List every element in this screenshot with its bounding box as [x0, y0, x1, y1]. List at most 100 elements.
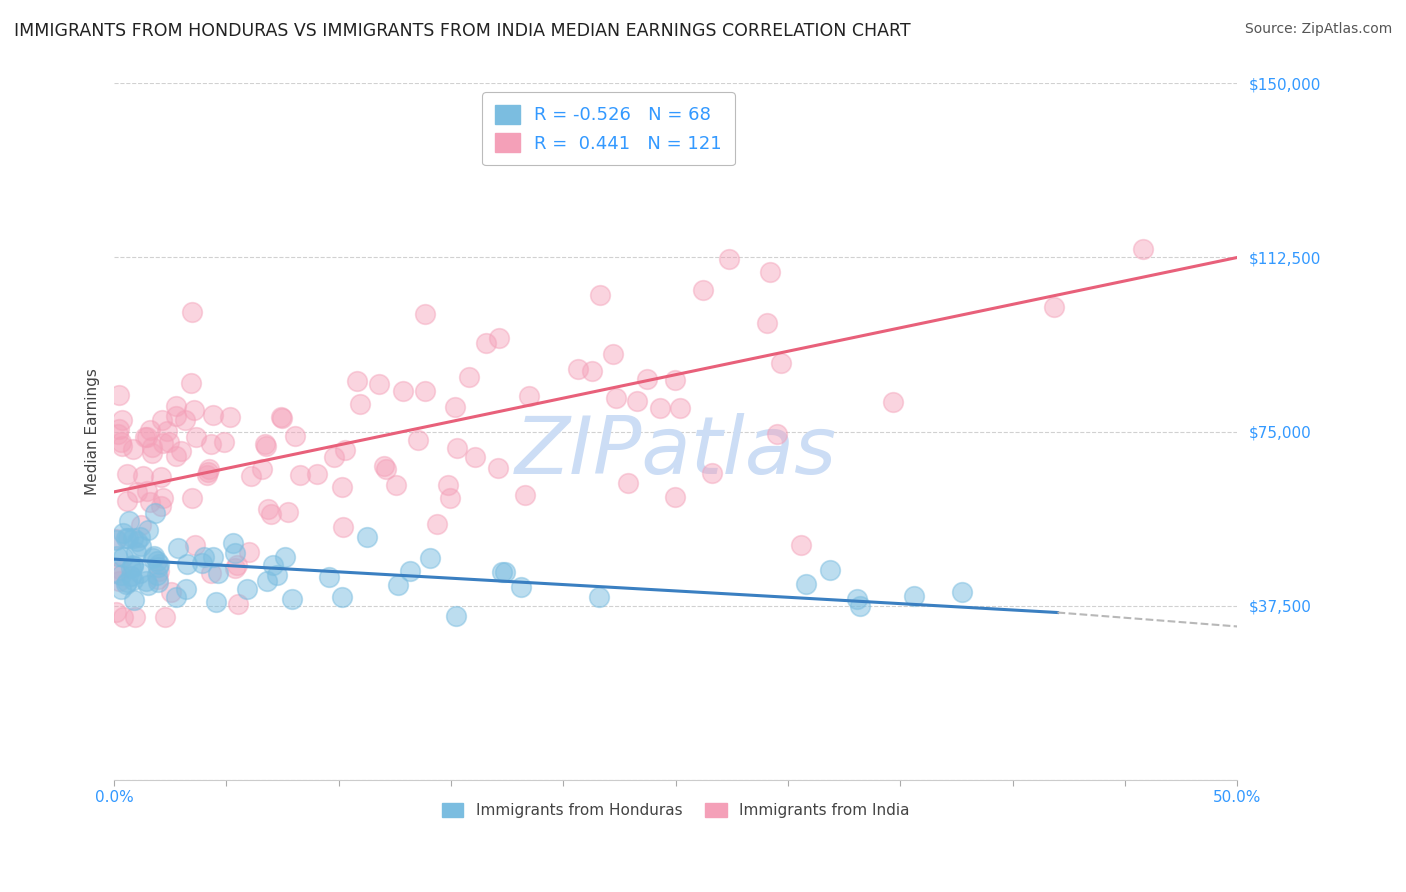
Point: [135, 574, 157, 588]
Point: [165, 399, 187, 413]
Point: [184, 430, 207, 444]
Point: [519, 389, 541, 403]
Point: [789, 538, 811, 552]
Point: [236, 582, 259, 596]
Point: [181, 305, 204, 319]
Point: [146, 568, 169, 582]
Point: [127, 485, 149, 500]
Point: [107, 427, 129, 442]
Point: [146, 572, 169, 586]
Point: [322, 450, 344, 464]
Point: [167, 541, 190, 555]
Point: [200, 566, 222, 580]
Point: [111, 526, 134, 541]
Point: [374, 461, 396, 475]
Point: [626, 394, 648, 409]
Point: [222, 536, 245, 550]
Point: [143, 549, 166, 563]
Point: [758, 265, 780, 279]
Point: [121, 558, 143, 572]
Point: [110, 568, 132, 582]
Point: [174, 413, 197, 427]
Legend: Immigrants from Honduras, Immigrants from India: Immigrants from Honduras, Immigrants fro…: [436, 797, 915, 824]
Point: [510, 580, 533, 594]
Point: [122, 592, 145, 607]
Point: [200, 436, 222, 450]
Point: [650, 401, 672, 415]
Point: [950, 585, 973, 599]
Point: [170, 443, 193, 458]
Point: [415, 384, 437, 398]
Point: [250, 462, 273, 476]
Point: [132, 469, 155, 483]
Point: [181, 491, 204, 505]
Point: [110, 563, 132, 577]
Point: [426, 517, 449, 532]
Point: [156, 424, 179, 438]
Point: [143, 506, 166, 520]
Point: [274, 549, 297, 564]
Point: [588, 590, 610, 604]
Point: [288, 468, 311, 483]
Point: [105, 533, 128, 547]
Point: [636, 371, 658, 385]
Point: [141, 446, 163, 460]
Point: [155, 610, 177, 624]
Point: [193, 550, 215, 565]
Point: [146, 554, 169, 568]
Point: [796, 577, 818, 591]
Point: [457, 369, 479, 384]
Point: [136, 523, 159, 537]
Point: [115, 467, 138, 481]
Point: [191, 557, 214, 571]
Point: [214, 435, 236, 450]
Point: [581, 364, 603, 378]
Point: [617, 475, 640, 490]
Point: [356, 530, 378, 544]
Point: [266, 568, 288, 582]
Point: [391, 384, 413, 399]
Text: ZIPatlas: ZIPatlas: [515, 413, 837, 491]
Point: [152, 491, 174, 505]
Point: [664, 491, 686, 505]
Point: [157, 434, 180, 449]
Point: [152, 436, 174, 450]
Point: [129, 539, 152, 553]
Point: [254, 439, 277, 453]
Point: [491, 565, 513, 579]
Point: [108, 388, 131, 402]
Point: [444, 400, 467, 414]
Point: [117, 575, 139, 590]
Point: [257, 501, 280, 516]
Point: [115, 532, 138, 546]
Point: [107, 549, 129, 563]
Point: [120, 560, 142, 574]
Point: [135, 430, 157, 444]
Point: [818, 563, 841, 577]
Point: [148, 557, 170, 571]
Point: [111, 610, 134, 624]
Point: [120, 568, 142, 582]
Point: [165, 409, 187, 423]
Point: [226, 558, 249, 573]
Point: [846, 591, 869, 606]
Point: [882, 395, 904, 409]
Point: [148, 574, 170, 589]
Point: [174, 582, 197, 596]
Point: [224, 546, 246, 560]
Point: [146, 560, 169, 574]
Point: [201, 549, 224, 564]
Point: [318, 570, 340, 584]
Point: [198, 462, 221, 476]
Point: [135, 483, 157, 498]
Point: [700, 466, 723, 480]
Point: [201, 408, 224, 422]
Point: [124, 610, 146, 624]
Point: [160, 584, 183, 599]
Point: [165, 449, 187, 463]
Point: [602, 347, 624, 361]
Point: [271, 411, 294, 425]
Point: [122, 442, 145, 457]
Point: [127, 534, 149, 549]
Point: [197, 465, 219, 479]
